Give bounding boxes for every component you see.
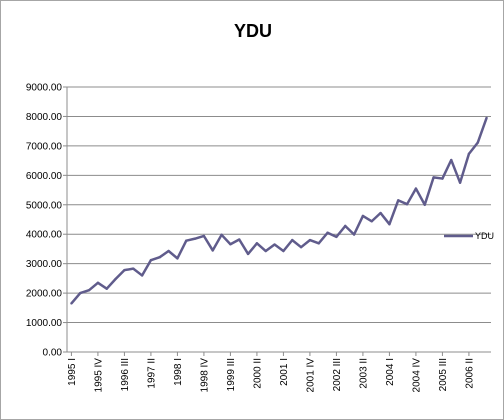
x-tick-label: 2006 II: [464, 358, 475, 389]
data-point: [132, 267, 135, 270]
data-point: [414, 187, 418, 190]
data-point: [211, 249, 214, 252]
x-tick-label: 2003 II: [358, 358, 369, 389]
data-point: [370, 220, 373, 223]
data-point: [158, 255, 161, 259]
data-point: [432, 176, 435, 179]
data-point: [264, 249, 267, 253]
data-point: [299, 245, 303, 249]
x-tick-label: 2001 I: [279, 358, 290, 386]
data-point: [273, 243, 276, 246]
legend: YDU: [444, 231, 494, 241]
data-point: [441, 177, 444, 180]
x-tick-label: 2004 IV: [411, 358, 422, 393]
x-tick-label: 1999 III: [226, 358, 237, 391]
data-point: [246, 252, 250, 256]
y-tick-label: 4000.00: [26, 230, 63, 241]
x-tick-label: 2005 III: [438, 358, 449, 391]
data-point: [176, 257, 179, 260]
y-tick-label: 1000.00: [26, 318, 63, 329]
x-tick-label: 2004 I: [385, 358, 396, 386]
y-tick-label: 2000.00: [26, 289, 63, 300]
data-point: [70, 302, 73, 305]
data-point: [326, 231, 329, 234]
data-point: [87, 288, 91, 292]
x-tick-label: 1998 IV: [199, 358, 210, 393]
data-point: [485, 116, 488, 120]
y-tick-label: 6000.00: [26, 171, 63, 182]
data-point: [361, 214, 365, 218]
x-tick-label: 2001 IV: [305, 358, 316, 393]
x-tick-label: 1996 III: [120, 358, 131, 391]
data-point: [397, 199, 400, 202]
data-point: [379, 211, 382, 215]
chart-title: YDU: [234, 21, 272, 41]
data-point: [185, 239, 188, 242]
data-point: [255, 242, 259, 245]
data-point: [167, 249, 170, 253]
y-tick-label: 8000.00: [26, 112, 63, 123]
data-point: [423, 203, 426, 206]
x-tick-label: 2002 III: [332, 358, 343, 391]
data-point: [149, 258, 153, 262]
axes: [66, 87, 491, 353]
data-point: [105, 287, 108, 290]
legend-label: YDU: [475, 231, 494, 241]
data-point: [282, 249, 285, 253]
data-point: [140, 274, 144, 277]
data-point: [344, 224, 347, 228]
x-tick-label: 1995 I: [67, 358, 78, 386]
data-point: [467, 152, 471, 156]
x-tick-label: 1998 I: [173, 358, 184, 386]
data-point: [388, 223, 391, 226]
y-tick-label: 7000.00: [26, 141, 63, 152]
gridlines: [67, 86, 491, 324]
data-point: [96, 281, 100, 285]
data-point: [202, 234, 206, 238]
data-point: [405, 202, 409, 206]
x-tick-label: 1997 II: [146, 358, 157, 389]
data-point: [79, 291, 82, 295]
data-point: [114, 277, 117, 281]
y-tick-label: 0.00: [43, 348, 63, 359]
data-point: [458, 181, 462, 184]
data-point: [123, 268, 126, 272]
series-line-ydu: [70, 117, 488, 305]
data-point: [229, 243, 232, 246]
data-point: [238, 238, 241, 241]
y-axis-tick-labels: 0.00 1000.00 2000.00 3000.00 4000.00 5000.00 6…: [26, 83, 67, 359]
series-layer: [70, 116, 488, 305]
data-point: [317, 242, 320, 245]
data-point: [450, 158, 453, 162]
data-point: [220, 233, 223, 237]
data-point: [352, 233, 356, 236]
data-point: [291, 238, 294, 242]
x-tick-label: 2000 II: [252, 358, 263, 389]
x-tick-label: 1995 IV: [93, 358, 104, 393]
data-point: [193, 237, 197, 240]
data-point: [335, 235, 338, 239]
y-tick-label: 9000.00: [26, 83, 63, 94]
data-point: [476, 141, 479, 144]
y-tick-label: 3000.00: [26, 259, 63, 270]
x-axis-tick-labels: 1995 I 1995 IV 1996 III 1997 II 1998 I 1998 I…: [67, 352, 475, 393]
data-point: [308, 238, 312, 242]
y-tick-label: 5000.00: [26, 200, 63, 211]
